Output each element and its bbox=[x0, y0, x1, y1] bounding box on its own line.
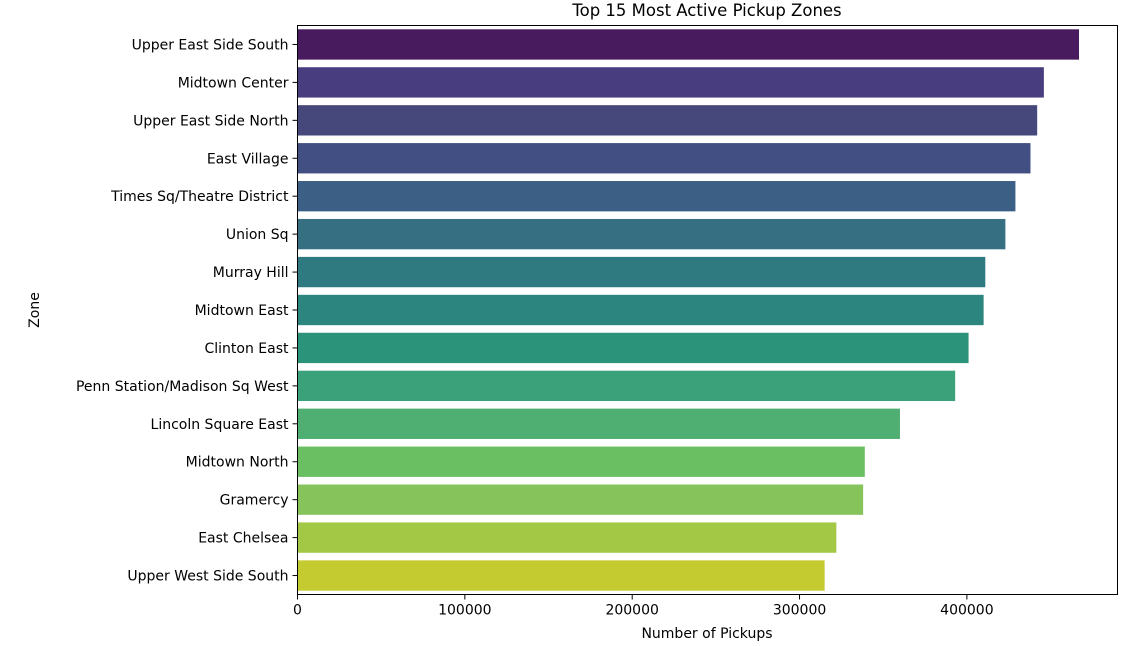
y-tick-label: Murray Hill bbox=[213, 265, 289, 281]
y-tick-label: Times Sq/Theatre District bbox=[110, 189, 289, 205]
y-tick-label: Clinton East bbox=[204, 341, 289, 357]
y-tick-label: East Chelsea bbox=[198, 531, 288, 547]
y-tick-label: Union Sq bbox=[226, 227, 289, 243]
y-tick-label: Lincoln Square East bbox=[151, 417, 289, 433]
y-tick-label: Upper West Side South bbox=[127, 569, 288, 585]
bar bbox=[297, 29, 1080, 60]
y-tick-label: Midtown East bbox=[195, 303, 289, 319]
x-tick-label: 300000 bbox=[773, 603, 826, 619]
y-tick-label: Upper East Side South bbox=[132, 37, 289, 53]
x-tick-label: 0 bbox=[293, 603, 302, 619]
bar bbox=[297, 446, 865, 477]
bar bbox=[297, 218, 1006, 250]
x-axis: 0 100000 200000 300000 400000 bbox=[293, 594, 994, 619]
bar bbox=[297, 294, 984, 326]
bar bbox=[297, 143, 1031, 174]
bars-layer bbox=[297, 29, 1080, 591]
bar bbox=[297, 256, 986, 288]
chart-title: Top 15 Most Active Pickup Zones bbox=[571, 1, 841, 20]
x-axis-title: Number of Pickups bbox=[641, 626, 772, 642]
y-tick-label: Upper East Side North bbox=[133, 113, 288, 129]
bar bbox=[297, 370, 956, 402]
y-tick-label: Midtown Center bbox=[178, 75, 289, 91]
bar bbox=[297, 522, 837, 553]
bar bbox=[297, 332, 969, 364]
bar bbox=[297, 181, 1016, 212]
x-tick-label: 400000 bbox=[940, 603, 993, 619]
y-tick-label: East Village bbox=[207, 151, 289, 167]
y-tick-label: Penn Station/Madison Sq West bbox=[76, 379, 289, 395]
y-tick-label: Midtown North bbox=[186, 455, 289, 471]
x-tick-label: 100000 bbox=[438, 603, 491, 619]
bar bbox=[297, 560, 825, 591]
bar bbox=[297, 408, 900, 439]
bar bbox=[297, 105, 1038, 136]
y-axis: Upper East Side South Midtown Center Upper… bbox=[76, 37, 298, 585]
y-axis-title: Zone bbox=[27, 292, 43, 328]
y-tick-label: Gramercy bbox=[220, 493, 289, 509]
bar bbox=[297, 484, 864, 515]
bar bbox=[297, 67, 1044, 98]
x-tick-label: 200000 bbox=[605, 603, 658, 619]
